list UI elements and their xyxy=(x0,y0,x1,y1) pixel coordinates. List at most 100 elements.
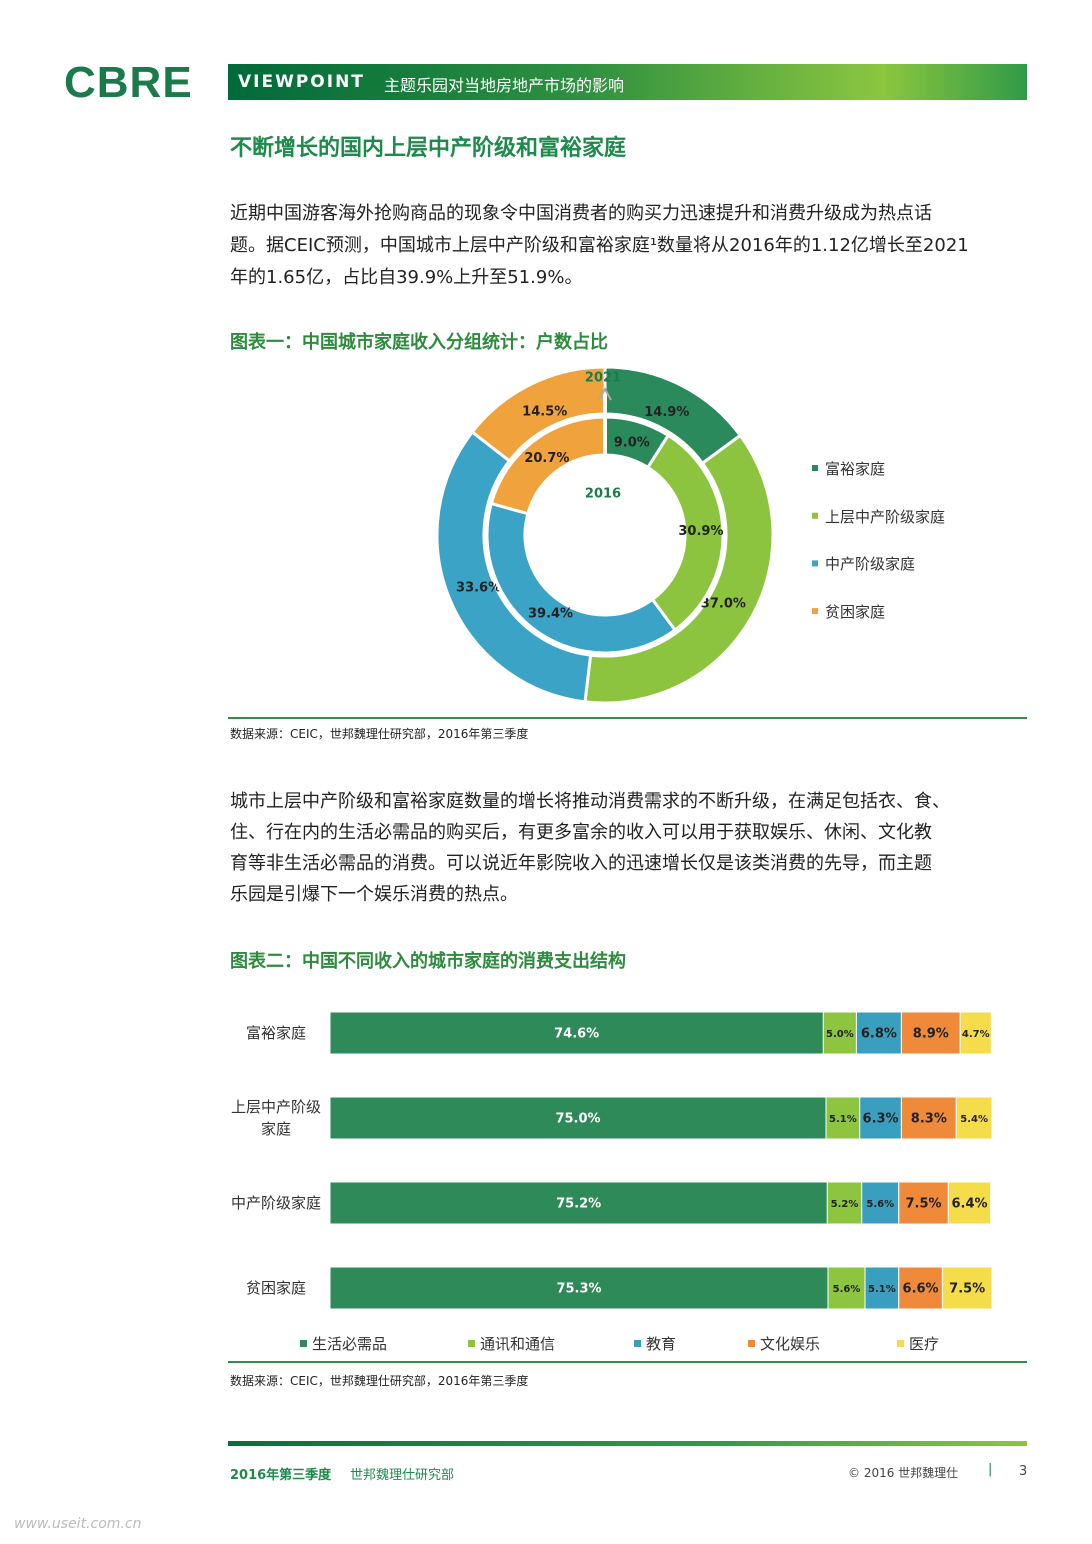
data-label: 75.0% xyxy=(555,1112,600,1127)
paragraph-line: 乐园是引爆下一个娱乐消费的热点。 xyxy=(230,884,518,905)
header-label: VIEWPOINT xyxy=(238,72,365,92)
paragraph-line: 年的1.65亿，占比自39.9%上升至51.9%。 xyxy=(230,267,583,288)
bar-segment xyxy=(859,1096,902,1140)
paragraph-line: 近期中国游客海外抢购商品的现象令中国消费者的购买力迅速提升和消费升级成为热点话 xyxy=(230,203,932,224)
legend-label: 贫困家庭 xyxy=(825,603,886,622)
bar-segment xyxy=(855,1011,902,1055)
category-label: 贫困家庭 xyxy=(245,1279,306,1297)
rule xyxy=(228,717,1027,719)
paragraph-line: 题。据CEIC预测，中国城市上层中产阶级和富裕家庭¹数量将从2016年的1.12… xyxy=(230,235,969,256)
legend-swatch xyxy=(812,512,818,519)
footer-separator: | xyxy=(988,1462,993,1477)
legend-label: 医疗 xyxy=(909,1335,940,1353)
donut-segment xyxy=(435,429,593,704)
footer-copyright: © 2016 世邦魏理仕 xyxy=(848,1466,959,1480)
legend-label: 上层中产阶级家庭 xyxy=(825,507,946,526)
data-label: 5.4% xyxy=(960,1114,988,1125)
footer-dept: 世邦魏理仕研究部 xyxy=(350,1468,455,1483)
rule xyxy=(228,1361,1027,1363)
series-label: 2016 xyxy=(585,487,621,502)
legend-swatch xyxy=(897,1340,904,1347)
bar-segment xyxy=(864,1266,900,1310)
legend-swatch xyxy=(812,465,818,471)
category-label: 富裕家庭 xyxy=(245,1024,306,1042)
series-label: 2021 xyxy=(585,371,621,386)
data-label: 5.0% xyxy=(826,1029,854,1040)
bar-segment xyxy=(329,1181,828,1225)
legend-label: 生活必需品 xyxy=(312,1335,388,1353)
data-label: 14.9% xyxy=(644,405,689,420)
legend-swatch xyxy=(300,1340,307,1347)
legend-label: 中产阶级家庭 xyxy=(825,555,916,574)
footer-rule xyxy=(228,1441,1027,1446)
data-label: 6.3% xyxy=(863,1112,899,1127)
year-arrow-head xyxy=(598,386,612,401)
section-title: 不断增长的国内上层中产阶级和富裕家庭 xyxy=(230,136,627,161)
bar-segment xyxy=(826,1181,863,1225)
bar-segment xyxy=(329,1266,829,1310)
chart-title: 图表二：中国不同收入的城市家庭的消费支出结构 xyxy=(230,951,626,972)
category-label: 中产阶级家庭 xyxy=(230,1194,321,1212)
bar-segment xyxy=(898,1266,943,1310)
bar-segment xyxy=(827,1266,866,1310)
data-label: 5.1% xyxy=(829,1114,857,1125)
bar-segment xyxy=(959,1011,992,1055)
data-label: 6.4% xyxy=(951,1197,987,1212)
donut-segment xyxy=(470,365,607,463)
source: 数据来源：CEIC，世邦魏理仕研究部，2016年第三季度 xyxy=(230,727,529,741)
data-label: 37.0% xyxy=(701,596,746,611)
bar-segment xyxy=(955,1096,993,1140)
data-label: 5.6% xyxy=(866,1199,894,1210)
bar-segment xyxy=(947,1181,992,1225)
watermark: www.useit.com.cn xyxy=(14,1516,142,1532)
data-label: 20.7% xyxy=(524,451,569,466)
paragraph-line: 住、行在内的生活必需品的购买后，有更多富余的收入可以用于获取娱乐、休闲、文化教 xyxy=(230,822,932,843)
data-label: 5.6% xyxy=(833,1284,861,1295)
data-label: 9.0% xyxy=(614,435,650,450)
donut-segment xyxy=(485,501,678,655)
data-label: 7.5% xyxy=(949,1282,985,1297)
page-number: 3 xyxy=(1019,1464,1028,1479)
paragraph-line: 城市上层中产阶级和富裕家庭数量的增长将推动消费需求的不断升级，在满足包括衣、食、 xyxy=(230,791,950,812)
bar-segment xyxy=(898,1181,949,1225)
data-label: 5.2% xyxy=(831,1199,859,1210)
bar-segment xyxy=(822,1011,857,1055)
data-label: 8.9% xyxy=(913,1027,949,1042)
data-label: 33.6% xyxy=(456,580,501,595)
legend-label: 文化娱乐 xyxy=(760,1335,821,1353)
donut-segment xyxy=(645,433,725,633)
data-label: 75.2% xyxy=(556,1197,601,1212)
legend-label: 教育 xyxy=(646,1335,677,1353)
data-label: 5.1% xyxy=(868,1284,896,1295)
data-label: 6.6% xyxy=(903,1282,939,1297)
data-label: 30.9% xyxy=(678,524,723,539)
bar-segment xyxy=(900,1096,957,1140)
legend-swatch xyxy=(634,1340,641,1347)
data-label: 4.7% xyxy=(962,1029,990,1040)
footer-period: 2016年第三季度 xyxy=(230,1468,332,1483)
data-label: 39.4% xyxy=(528,607,573,622)
data-label: 75.3% xyxy=(556,1282,601,1297)
legend-swatch xyxy=(468,1340,475,1347)
data-label: 7.5% xyxy=(906,1197,942,1212)
category-label: 上层中产阶级家庭 xyxy=(230,1098,321,1138)
bar-segment xyxy=(329,1096,827,1140)
data-label: 14.5% xyxy=(522,404,567,419)
header-bar xyxy=(228,64,1027,100)
legend-swatch xyxy=(748,1340,755,1347)
data-label: 74.6% xyxy=(554,1027,599,1042)
logo: CBRE xyxy=(64,58,193,107)
legend-swatch xyxy=(812,608,818,615)
header-title: 主题乐园对当地房地产市场的影响 xyxy=(384,76,625,95)
data-label: 6.8% xyxy=(861,1027,897,1042)
paragraph-line: 育等非生活必需品的消费。可以说近年影院收入的迅速增长仅是该类消费的先导，而主题 xyxy=(230,853,932,874)
bar-segment xyxy=(329,1011,824,1055)
bar-segment xyxy=(941,1266,993,1310)
data-label: 8.3% xyxy=(911,1112,947,1127)
bar-segment xyxy=(900,1011,961,1055)
legend-label: 通讯和通信 xyxy=(480,1335,556,1353)
source: 数据来源：CEIC，世邦魏理仕研究部，2016年第三季度 xyxy=(230,1374,529,1388)
legend-swatch xyxy=(812,560,818,567)
legend-label: 富裕家庭 xyxy=(825,460,886,478)
